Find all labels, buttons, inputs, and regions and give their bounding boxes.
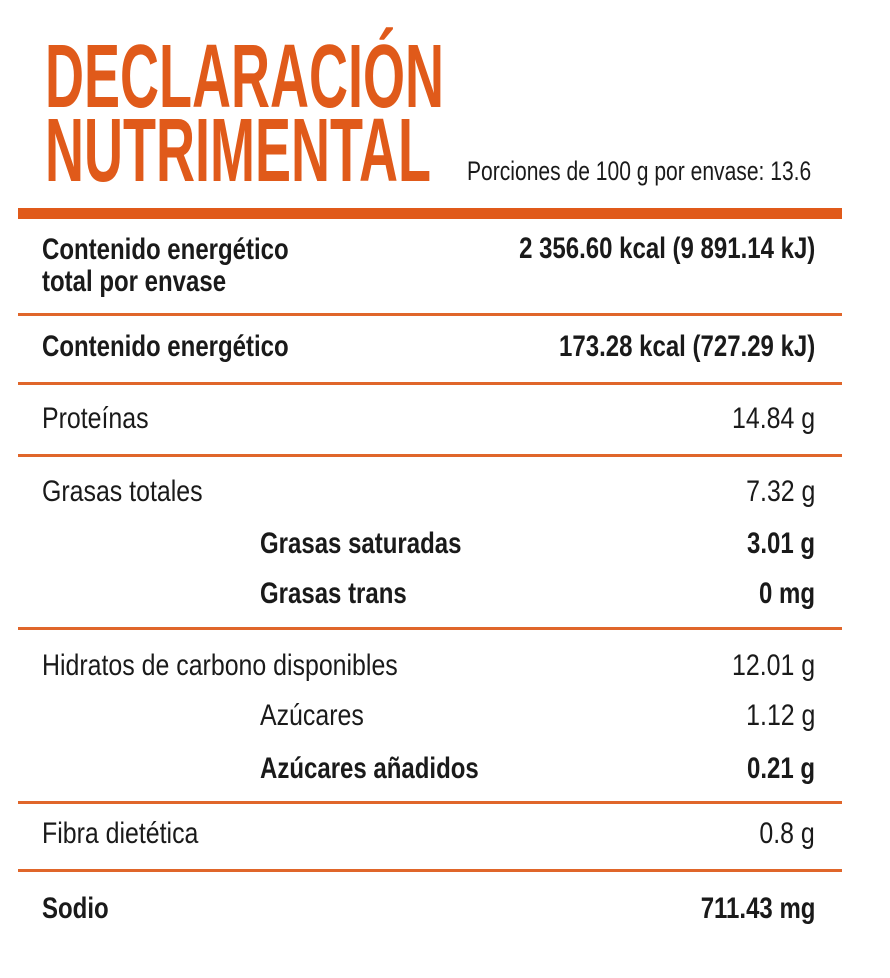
row-value: 14.84 g bbox=[731, 402, 815, 435]
row-label: Azúcares bbox=[260, 699, 364, 732]
row-value: 1.12 g bbox=[745, 699, 815, 732]
row-value: 7.32 g bbox=[745, 475, 815, 508]
row-label: Grasas totales bbox=[42, 475, 203, 508]
row-value: 2 356.60 kcal (9 891.14 kJ) bbox=[518, 232, 815, 265]
row-rule bbox=[18, 869, 842, 872]
row-value: 12.01 g bbox=[731, 649, 815, 682]
row-rule bbox=[18, 382, 842, 385]
row-label: Grasas saturadas bbox=[260, 527, 462, 560]
row-label: Sodio bbox=[42, 892, 109, 925]
row-rule bbox=[18, 313, 842, 316]
row-value: 0.8 g bbox=[759, 817, 815, 850]
row-value: 3.01 g bbox=[746, 527, 815, 560]
row-value: 711.43 mg bbox=[700, 892, 815, 925]
row-rule bbox=[18, 454, 842, 457]
row-rule bbox=[18, 801, 842, 804]
row-label: Contenido energético bbox=[42, 330, 289, 363]
row-label: Proteínas bbox=[42, 402, 149, 435]
row-label: Fibra dietética bbox=[42, 817, 199, 850]
row-label: Azúcares añadidos bbox=[260, 752, 479, 785]
header-rule bbox=[18, 208, 842, 219]
title-line: NUTRIMENTAL bbox=[45, 101, 431, 201]
row-rule bbox=[18, 627, 842, 630]
row-label: Hidratos de carbono disponibles bbox=[42, 649, 398, 682]
row-label: Grasas trans bbox=[260, 577, 407, 610]
row-value: 0 mg bbox=[758, 577, 815, 610]
title-line: DECLARACIÓN bbox=[45, 27, 444, 127]
row-value: 173.28 kcal (727.29 kJ) bbox=[558, 330, 815, 363]
serving-info: Porciones de 100 g por envase: 13.6 bbox=[467, 156, 812, 186]
row-value: 0.21 g bbox=[746, 752, 815, 785]
row-label: Contenido energético total por envase bbox=[42, 233, 289, 298]
